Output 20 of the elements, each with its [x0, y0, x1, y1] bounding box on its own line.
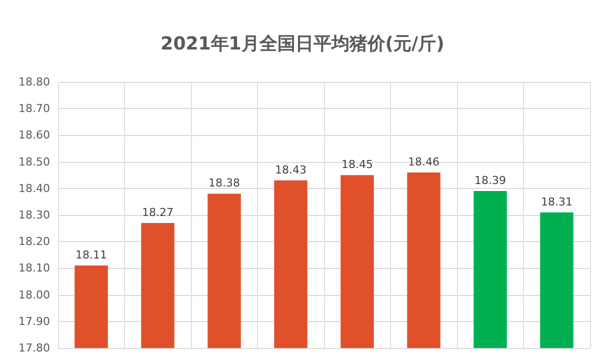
- data-label: 18.31: [541, 195, 572, 208]
- data-label: 18.38: [208, 176, 240, 190]
- chart-title: 2021年1月全国日平均猪价(元/斤): [160, 34, 444, 54]
- y-tick-label: 18.40: [18, 182, 50, 195]
- data-label: 18.43: [275, 163, 306, 176]
- data-label: 18.27: [142, 206, 174, 219]
- y-tick-label: 17.80: [18, 342, 50, 354]
- y-tick-label: 18.30: [18, 208, 50, 222]
- y-tick-label: 18.70: [18, 102, 50, 116]
- y-tick-label: 18.00: [18, 288, 50, 302]
- y-tick-label: 18.80: [18, 76, 50, 88]
- y-tick-label: 17.90: [18, 314, 50, 328]
- data-label: 18.46: [408, 155, 440, 168]
- y-tick-label: 18.60: [18, 128, 50, 142]
- data-label: 18.45: [342, 158, 373, 172]
- data-label: 18.39: [474, 174, 506, 188]
- y-tick-label: 18.50: [18, 155, 50, 168]
- y-tick-label: 18.10: [18, 262, 50, 275]
- y-tick-label: 18.20: [18, 235, 50, 248]
- data-label: 18.11: [76, 248, 107, 262]
